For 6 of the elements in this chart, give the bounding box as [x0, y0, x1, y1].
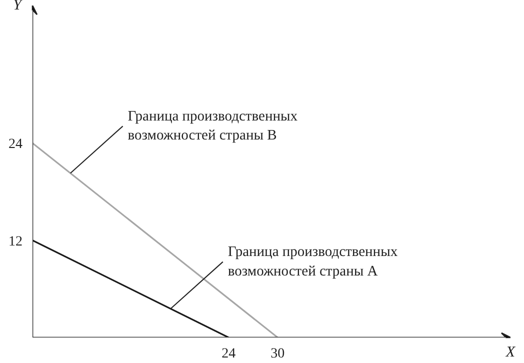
x-tick-label: 30	[270, 346, 285, 362]
y-tick-label: 12	[8, 234, 22, 250]
x-axis-title: X	[504, 344, 516, 360]
annotation: Граница производственных возможностей страны A	[228, 244, 398, 280]
annotation: Граница производственных возможностей страны B	[128, 108, 298, 144]
y-axis-title: Y	[13, 0, 24, 14]
